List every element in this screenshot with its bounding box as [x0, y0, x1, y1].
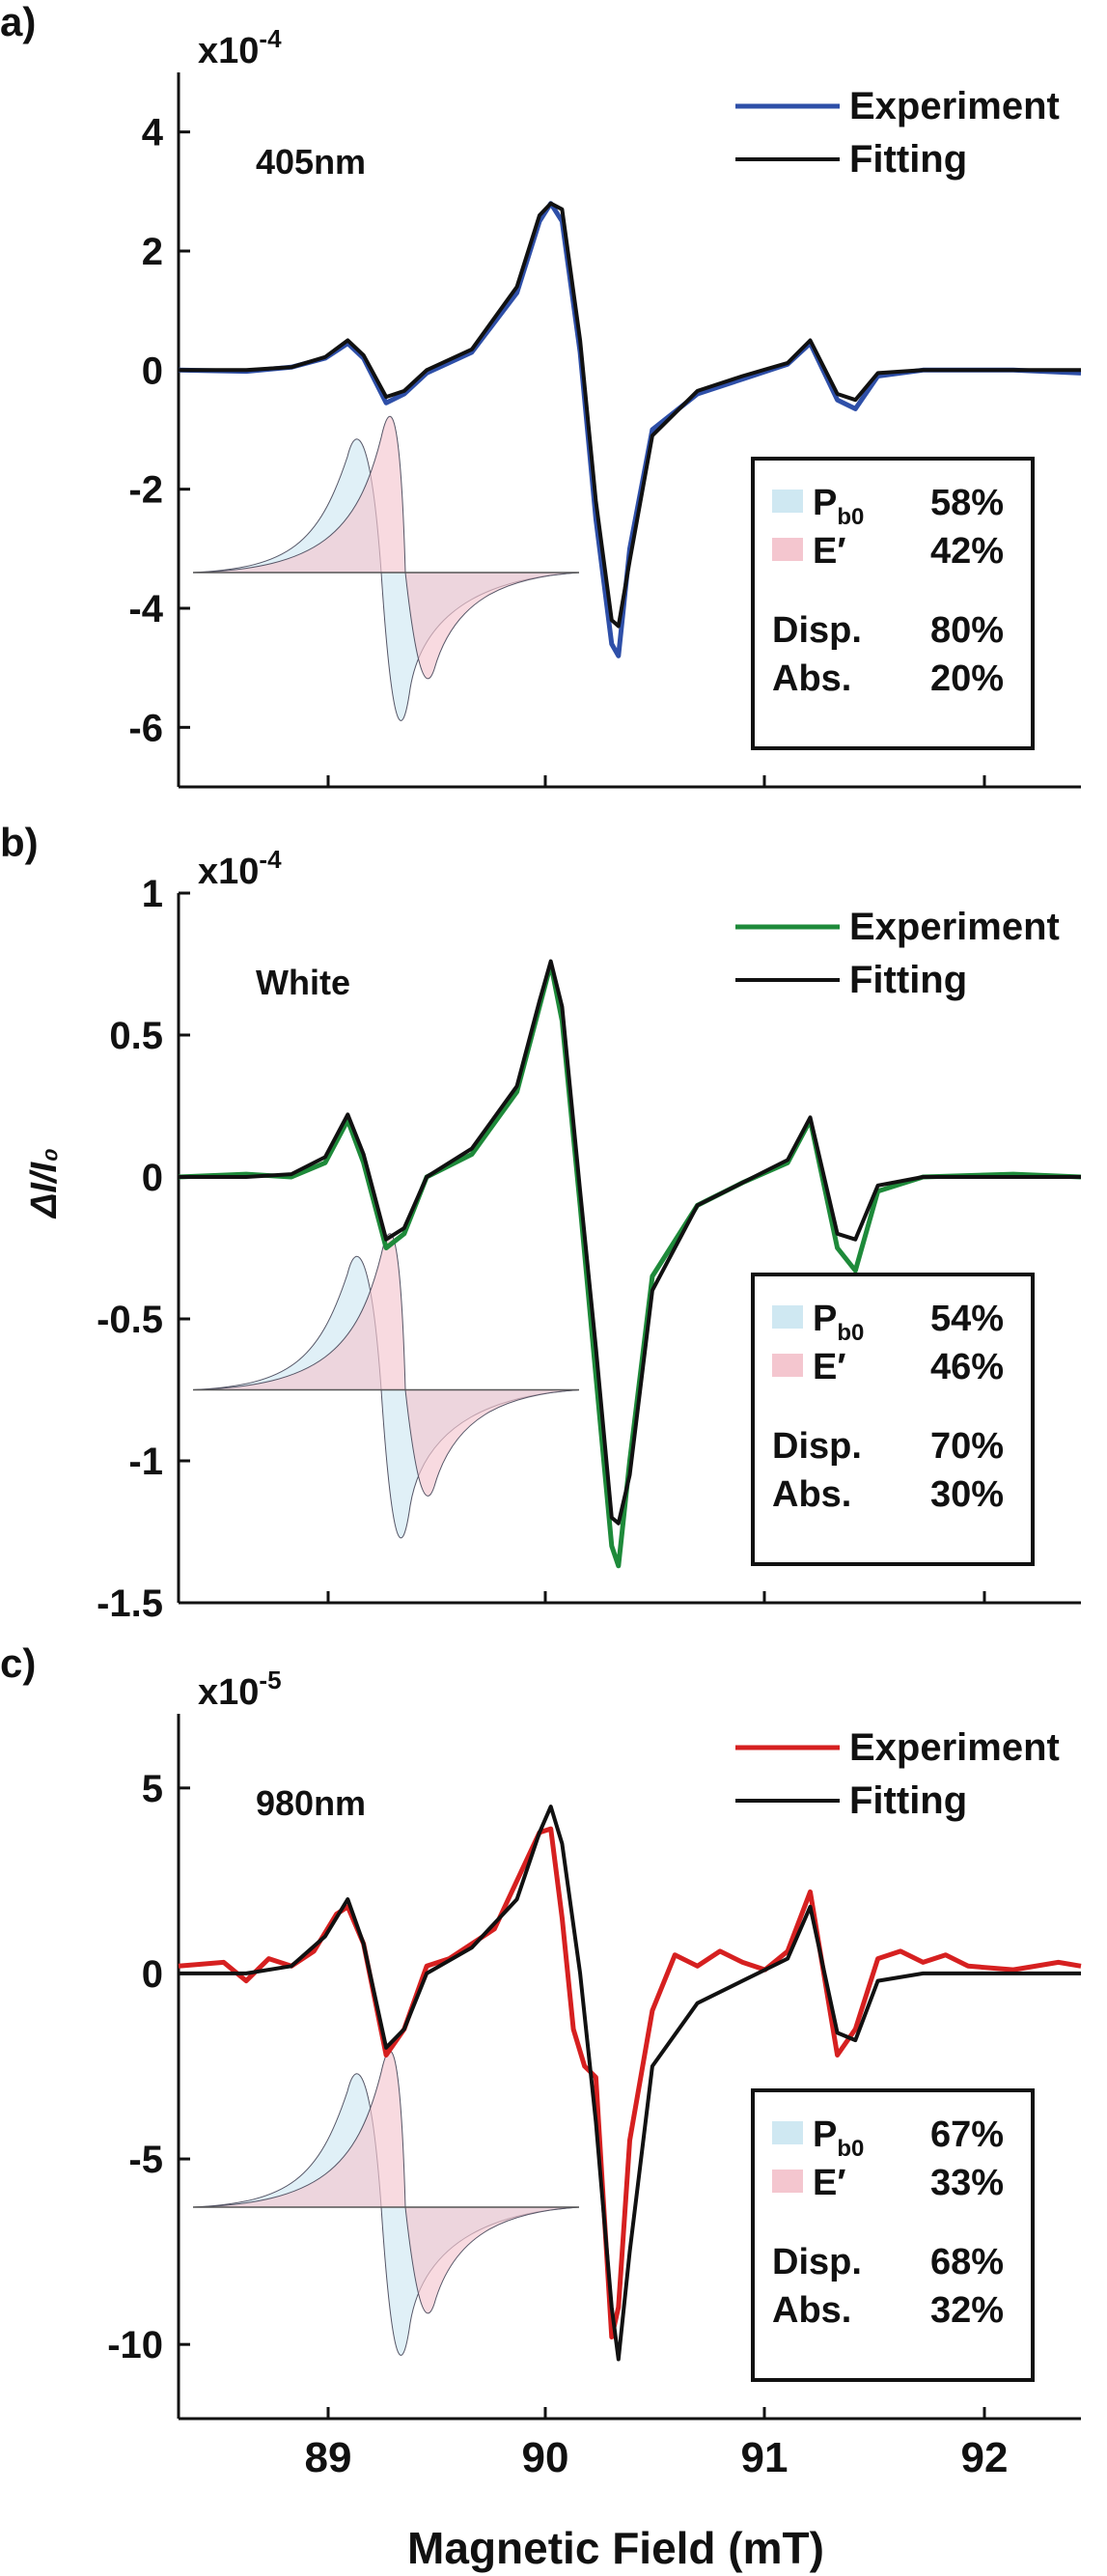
absorption-label: Abs. — [772, 1474, 851, 1515]
y-tick-label: 2 — [142, 231, 163, 273]
legend-label-fitting: Fitting — [849, 1779, 967, 1822]
y-tick-label: 5 — [142, 1768, 163, 1810]
absorption-percent: 32% — [930, 2290, 1004, 2331]
series-line-experiment — [178, 962, 1082, 1569]
y-tick-label: -5 — [128, 2139, 163, 2181]
absorption-label: Abs. — [772, 2290, 851, 2331]
y-exponent: x10-4 — [198, 845, 282, 892]
e-prime-name: E′ — [813, 2163, 845, 2203]
panel-label: b) — [0, 820, 39, 865]
y-tick-label: 0 — [142, 1953, 163, 1996]
pb0-letter: P — [813, 1299, 837, 1339]
y-tick-label: -4 — [128, 588, 163, 630]
legend: Experiment Fitting — [735, 1726, 1060, 1822]
wavelength-label: 980nm — [256, 1783, 366, 1823]
component-box: Pb0 67% E′ 33% Disp. 68% Abs. 32% — [751, 2088, 1035, 2382]
e-prime-percent: 33% — [930, 2163, 1004, 2203]
y-exponent: x10-4 — [198, 24, 282, 71]
y-axis-label: ΔI/I₀ — [24, 1148, 65, 1219]
y-tick-label: -6 — [128, 707, 163, 749]
y-tick-label: -0.5 — [97, 1299, 163, 1341]
pb0-letter: P — [813, 483, 837, 523]
pb0-percent: 58% — [930, 483, 1004, 523]
y-tick-label: 0.5 — [109, 1015, 163, 1057]
e-prime-swatch — [772, 2170, 803, 2193]
legend-label-experiment: Experiment — [849, 85, 1060, 127]
pb0-percent: 54% — [930, 1299, 1004, 1339]
e-prime-name: E′ — [813, 1347, 845, 1387]
y-tick-label: -10 — [107, 2324, 163, 2366]
pb0-name: Pb0 — [813, 2114, 864, 2162]
pb0-swatch — [772, 490, 803, 513]
x-tick-label: 92 — [961, 2434, 1009, 2481]
dispersion-percent: 68% — [930, 2242, 1004, 2282]
y-tick-label: -1.5 — [97, 1582, 163, 1625]
x-tick-label: 91 — [741, 2434, 789, 2481]
e-prime-percent: 42% — [930, 531, 1004, 572]
exponent-base: x10 — [198, 852, 259, 892]
legend-label-experiment: Experiment — [849, 906, 1060, 948]
pb0-subscript: b0 — [837, 1320, 864, 1346]
x-axis-label: Magnetic Field (mT) — [407, 2523, 824, 2573]
y-tick-label: -2 — [128, 469, 163, 512]
series-line-fitting — [179, 959, 1081, 1526]
x-tick-label: 89 — [305, 2434, 352, 2481]
series-line-fitting — [179, 201, 1081, 629]
exponent-power: -4 — [259, 845, 282, 874]
dispersion-label: Disp. — [772, 1426, 862, 1467]
component-box: Pb0 58% E′ 42% Disp. 80% Abs. 20% — [751, 457, 1035, 750]
wavelength-label: White — [256, 963, 350, 1002]
exponent-base: x10 — [198, 31, 259, 71]
y-tick-label: -1 — [128, 1441, 163, 1483]
e-prime-component-curve — [192, 1233, 580, 1497]
pb0-subscript: b0 — [837, 504, 864, 530]
e-prime-percent: 46% — [930, 1347, 1004, 1387]
dispersion-label: Disp. — [772, 610, 862, 651]
pb0-name: Pb0 — [813, 483, 864, 530]
x-tick-label: 90 — [522, 2434, 569, 2481]
legend-label-fitting: Fitting — [849, 138, 967, 181]
pb0-swatch — [772, 2121, 803, 2144]
absorption-label: Abs. — [772, 658, 851, 699]
dispersion-percent: 80% — [930, 610, 1004, 651]
y-tick-label: 0 — [142, 1157, 163, 1199]
legend-label-experiment: Experiment — [849, 1726, 1060, 1769]
dispersion-percent: 70% — [930, 1426, 1004, 1467]
y-tick-label: 4 — [142, 112, 164, 154]
panel-label: a) — [0, 0, 36, 44]
pb0-letter: P — [813, 2114, 837, 2155]
wavelength-label: 405nm — [256, 142, 366, 182]
y-tick-label: 1 — [142, 873, 163, 915]
e-prime-component-curve — [192, 415, 580, 680]
pb0-subscript: b0 — [837, 2136, 864, 2162]
e-prime-swatch — [772, 538, 803, 561]
y-exponent: x10-5 — [198, 1666, 282, 1713]
y-tick-label: 0 — [142, 350, 163, 392]
dispersion-label: Disp. — [772, 2242, 862, 2282]
pb0-percent: 67% — [930, 2114, 1004, 2155]
series-line-fitting — [179, 1805, 1081, 2362]
panel-a: a)x10-4420-2-4-6405nmExperimentFittingPb… — [0, 0, 1082, 789]
legend-label-fitting: Fitting — [849, 959, 967, 1001]
absorption-percent: 30% — [930, 1474, 1004, 1515]
legend: Experiment Fitting — [735, 906, 1060, 1001]
absorption-percent: 20% — [930, 658, 1004, 699]
pb0-swatch — [772, 1305, 803, 1329]
legend: Experiment Fitting — [735, 85, 1060, 181]
pb0-name: Pb0 — [813, 1299, 864, 1346]
e-prime-swatch — [772, 1354, 803, 1377]
exponent-power: -4 — [259, 24, 282, 53]
e-prime-component-curve — [192, 2050, 580, 2314]
exponent-base: x10 — [198, 1672, 259, 1713]
panel-b: b) x10-4 1 0.5 0 -0.5 -1 -1.5 White Experiment Fit… — [0, 820, 1082, 1625]
e-prime-name: E′ — [813, 531, 845, 572]
exponent-power: -5 — [259, 1666, 281, 1694]
component-box: Pb0 54% E′ 46% Disp. 70% Abs. 30% — [751, 1273, 1035, 1566]
panel-label: c) — [0, 1640, 36, 1686]
panels: a)x10-4420-2-4-6405nmExperimentFittingPb… — [0, 0, 1082, 2481]
